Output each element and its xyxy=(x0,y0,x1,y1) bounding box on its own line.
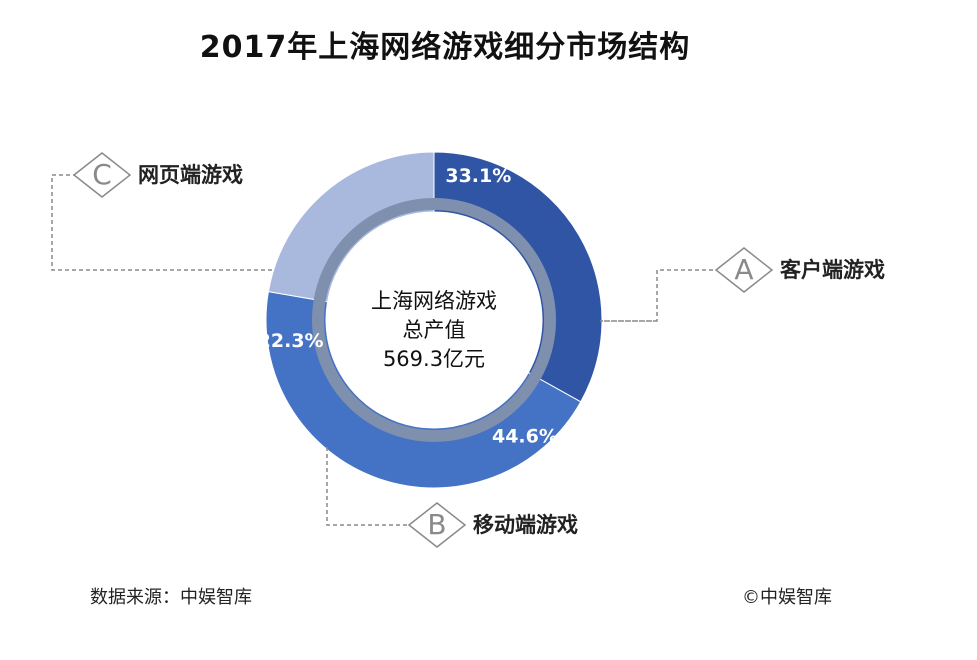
marker-letter-client: A xyxy=(734,253,753,286)
leader-line-client xyxy=(600,269,718,322)
category-label-web: 网页端游戏 xyxy=(138,163,243,187)
center-label-line-3: 569.3亿元 xyxy=(383,347,485,371)
inner-ring xyxy=(312,198,556,442)
center-disc xyxy=(326,212,542,428)
copyright-note: ©中娱智库 xyxy=(742,587,832,608)
value-labels: 33.1% 44.6% 22.3% xyxy=(258,165,558,447)
source-note: 数据来源：中娱智库 xyxy=(90,587,252,608)
marker-letter-mobile: B xyxy=(427,508,446,541)
leader-line-web xyxy=(51,174,272,271)
marker-letter-web: C xyxy=(92,158,112,191)
value-label-client: 33.1% xyxy=(445,165,511,187)
value-label-web: 22.3% xyxy=(258,330,324,352)
diamond-marker-web xyxy=(72,152,132,198)
center-label-line-1: 上海网络游戏 xyxy=(371,289,497,313)
leader-line-mobile xyxy=(326,447,409,526)
value-label-mobile: 44.6% xyxy=(492,425,558,447)
category-label-mobile: 移动端游戏 xyxy=(473,513,578,537)
chart-title: 2017年上海网络游戏细分市场结构 xyxy=(199,30,691,65)
diamond-marker-client xyxy=(714,247,774,293)
diamond-marker-mobile xyxy=(407,502,467,548)
callouts: A 客户端游戏 B 移动端游戏 C 网页端游戏 xyxy=(51,152,885,548)
center-label-line-2: 总产值 xyxy=(403,318,466,342)
category-label-client: 客户端游戏 xyxy=(780,258,885,282)
